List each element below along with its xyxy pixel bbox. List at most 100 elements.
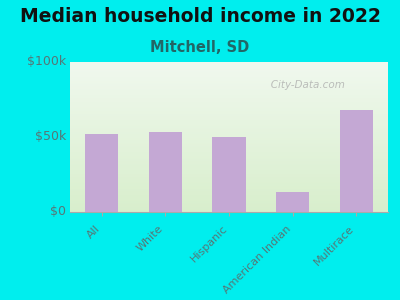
Bar xyxy=(70,174,388,176)
Bar xyxy=(70,134,388,135)
Bar xyxy=(70,120,388,122)
Bar xyxy=(70,111,388,112)
Bar xyxy=(70,152,388,153)
Bar xyxy=(70,201,388,202)
Bar xyxy=(70,204,388,206)
Bar xyxy=(70,74,388,75)
Bar xyxy=(70,171,388,172)
Bar xyxy=(70,172,388,174)
Bar xyxy=(70,147,388,148)
Bar xyxy=(70,132,388,134)
Bar xyxy=(70,87,388,88)
Bar xyxy=(70,169,388,171)
Bar xyxy=(70,160,388,162)
Bar xyxy=(70,140,388,141)
Bar xyxy=(70,182,388,183)
Bar xyxy=(70,128,388,129)
Bar xyxy=(70,103,388,105)
Bar xyxy=(70,122,388,123)
Bar xyxy=(70,178,388,180)
Bar xyxy=(340,110,373,212)
Text: Hispanic: Hispanic xyxy=(188,224,229,264)
Bar xyxy=(70,80,388,81)
Text: City-Data.com: City-Data.com xyxy=(261,80,345,89)
Text: $50k: $50k xyxy=(35,130,66,143)
Bar xyxy=(70,158,388,159)
Bar xyxy=(70,135,388,136)
Bar xyxy=(70,130,388,132)
Bar xyxy=(70,188,388,189)
Bar xyxy=(70,85,388,87)
Bar xyxy=(70,75,388,76)
Bar xyxy=(70,90,388,92)
Bar xyxy=(70,138,388,140)
Bar xyxy=(70,84,388,86)
Bar xyxy=(70,96,388,98)
Bar xyxy=(70,150,388,152)
Bar xyxy=(70,162,388,164)
Bar xyxy=(70,82,388,84)
Bar xyxy=(70,117,388,118)
Bar xyxy=(70,168,388,170)
Bar xyxy=(70,93,388,94)
Bar xyxy=(70,190,388,192)
Text: $0: $0 xyxy=(50,205,66,218)
Bar xyxy=(70,66,388,68)
Bar xyxy=(70,136,388,138)
Bar xyxy=(70,118,388,120)
Bar xyxy=(70,81,388,82)
Bar xyxy=(70,207,388,208)
Bar xyxy=(70,70,388,72)
Bar xyxy=(70,194,388,195)
Text: Mitchell, SD: Mitchell, SD xyxy=(150,40,250,56)
Bar xyxy=(149,132,182,212)
Bar xyxy=(70,141,388,142)
Text: White: White xyxy=(135,224,166,254)
Bar xyxy=(70,184,388,186)
Bar xyxy=(70,105,388,106)
Bar xyxy=(70,180,388,182)
Bar xyxy=(70,78,388,80)
Bar xyxy=(70,192,388,194)
Bar xyxy=(70,72,388,74)
Text: Median household income in 2022: Median household income in 2022 xyxy=(20,8,380,26)
Bar xyxy=(70,200,388,201)
Bar xyxy=(70,88,388,90)
Bar xyxy=(70,112,388,114)
Bar xyxy=(70,159,388,160)
Bar xyxy=(70,164,388,165)
Bar xyxy=(70,142,388,144)
Bar xyxy=(70,202,388,204)
Bar xyxy=(70,129,388,130)
Bar xyxy=(70,144,388,146)
Bar xyxy=(70,98,388,99)
Bar xyxy=(70,61,388,63)
Bar xyxy=(70,148,388,150)
Bar xyxy=(70,106,388,108)
Bar xyxy=(70,146,388,147)
Bar xyxy=(70,63,388,64)
Bar xyxy=(70,76,388,78)
Bar xyxy=(70,153,388,154)
Bar xyxy=(276,192,309,212)
Bar xyxy=(70,186,388,188)
Bar xyxy=(70,167,388,168)
Bar xyxy=(70,64,388,66)
Bar xyxy=(85,134,118,212)
Bar xyxy=(70,100,388,102)
Bar xyxy=(70,116,388,117)
Bar xyxy=(70,99,388,100)
Bar xyxy=(70,124,388,126)
Text: $100k: $100k xyxy=(27,55,66,68)
Bar xyxy=(70,156,388,158)
Bar xyxy=(70,165,388,166)
Bar xyxy=(70,92,388,93)
Bar xyxy=(70,114,388,116)
Bar xyxy=(70,108,388,110)
Bar xyxy=(70,102,388,104)
Bar xyxy=(70,206,388,207)
Bar xyxy=(70,208,388,210)
Bar xyxy=(212,136,246,212)
Bar xyxy=(70,210,388,212)
Text: All: All xyxy=(85,224,102,240)
